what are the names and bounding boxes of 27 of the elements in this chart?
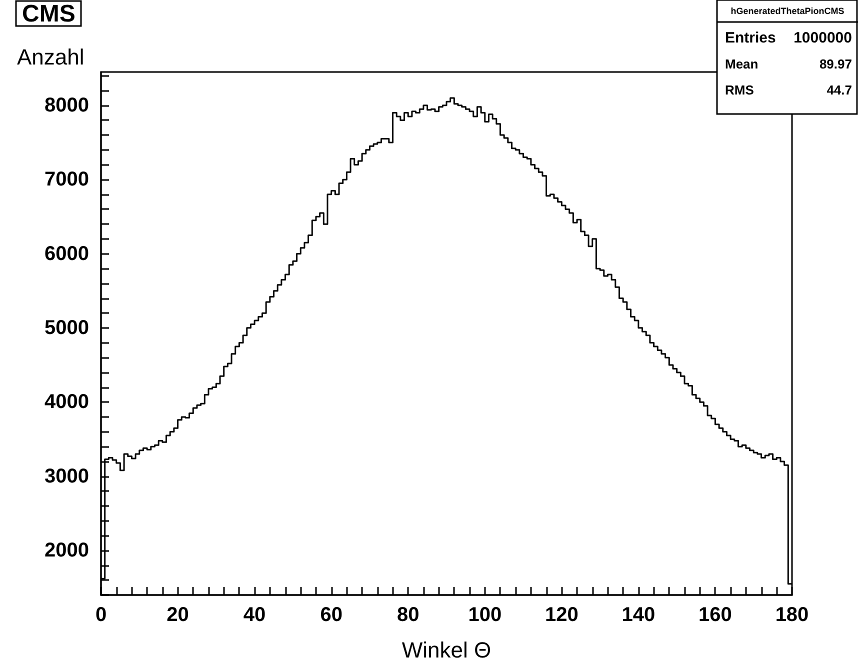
chart-title: CMS	[22, 0, 76, 28]
x-axis-title: Winkel Θ	[402, 638, 492, 662]
text: 89.97	[819, 56, 852, 72]
text: Mean	[725, 56, 758, 72]
x-tick-label: 40	[243, 604, 266, 626]
y-axis-title: Anzahl	[17, 44, 84, 70]
x-tick-label: 180	[775, 604, 809, 626]
x-tick-label: 100	[468, 604, 502, 626]
y-tick-label: 6000	[44, 242, 89, 265]
y-tick-label: 3000	[44, 465, 89, 488]
x-tick-label: 160	[698, 604, 732, 626]
x-tick-label: 20	[166, 604, 189, 626]
text: 44.7	[826, 82, 852, 98]
x-tick-label: 80	[396, 604, 420, 626]
y-tick-label: 7000	[44, 168, 89, 191]
text: hGeneratedThetaPionCMS	[730, 6, 844, 16]
y-tick-label: 4000	[44, 391, 89, 414]
x-tick-label: 0	[95, 604, 107, 626]
y-tick-label: 2000	[44, 539, 89, 562]
x-tick-label: 60	[320, 604, 342, 626]
y-tick-label: 8000	[44, 94, 89, 116]
annotation: RMS	[725, 82, 754, 98]
x-tick-label: 120	[544, 604, 578, 626]
text: 1000000	[794, 30, 852, 46]
y-tick-label: 5000	[44, 316, 89, 339]
x-tick-label: 140	[622, 604, 656, 626]
text: Entries	[725, 30, 776, 46]
